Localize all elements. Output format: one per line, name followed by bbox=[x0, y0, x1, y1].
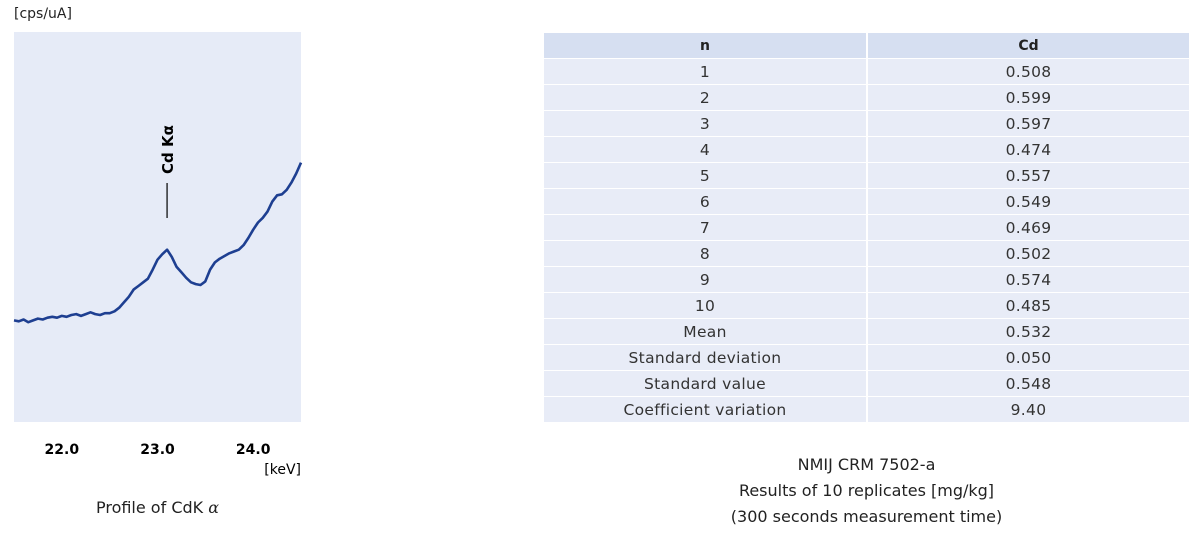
cd-value-cell: 0.532 bbox=[867, 318, 1189, 345]
profile-caption-alpha: α bbox=[208, 498, 220, 517]
x-tick-label: 24.0 bbox=[236, 442, 271, 458]
row-label-cell: Standard value bbox=[544, 370, 868, 397]
row-label-cell: 10 bbox=[544, 292, 868, 319]
cd-value-cell: 0.469 bbox=[867, 214, 1189, 241]
cd-value-cell: 0.502 bbox=[867, 240, 1189, 267]
cd-value-cell: 0.557 bbox=[867, 162, 1189, 189]
row-label-cell: 4 bbox=[544, 136, 868, 163]
caption-results: Results of 10 replicates [mg/kg] bbox=[738, 481, 995, 500]
table-row: 10 0.485 bbox=[544, 292, 1189, 319]
table-row: 4 0.474 bbox=[544, 136, 1189, 163]
row-label-cell: Mean bbox=[544, 318, 868, 345]
row-label-cell: 1 bbox=[544, 58, 868, 85]
table-row: 8 0.502 bbox=[544, 240, 1189, 267]
x-tick-label: 23.0 bbox=[140, 442, 175, 458]
header-cd: Cd bbox=[867, 33, 1189, 59]
row-label-cell: Coefficient variation bbox=[544, 396, 868, 423]
table-row: Coefficient variation 9.40 bbox=[544, 396, 1189, 423]
cd-value-cell: 0.050 bbox=[867, 344, 1189, 371]
row-label-cell: 7 bbox=[544, 214, 868, 241]
header-n: n bbox=[544, 33, 868, 59]
table-body: 1 0.508 2 0.599 3 0.597 4 0.474 5 0.557 6 0.549 7 0.4… bbox=[544, 58, 1189, 423]
cd-value-cell: 0.474 bbox=[867, 136, 1189, 163]
table-row: Standard value 0.548 bbox=[544, 370, 1189, 397]
cd-value-cell: 0.485 bbox=[867, 292, 1189, 319]
table-row: 2 0.599 bbox=[544, 84, 1189, 111]
cd-value-cell: 0.548 bbox=[867, 370, 1189, 397]
cd-value-cell: 0.508 bbox=[867, 58, 1189, 85]
table-row: 1 0.508 bbox=[544, 58, 1189, 85]
x-tick-label: 22.0 bbox=[45, 442, 80, 458]
row-label-cell: 3 bbox=[544, 110, 868, 137]
table-row: 3 0.597 bbox=[544, 110, 1189, 137]
peak-label: Cd Kα bbox=[159, 125, 177, 174]
spectrum-chart: Cd Kα 22.0 23.0 24.0 [keV] bbox=[13, 32, 303, 478]
table-header-row: n Cd bbox=[544, 33, 1189, 59]
row-label-cell: Standard deviation bbox=[544, 344, 868, 371]
cd-value-cell: 0.599 bbox=[867, 84, 1189, 111]
x-axis-unit-label: [keV] bbox=[264, 462, 301, 478]
cd-value-cell: 0.597 bbox=[867, 110, 1189, 137]
cd-value-cell: 0.549 bbox=[867, 188, 1189, 215]
table-row: 5 0.557 bbox=[544, 162, 1189, 189]
cd-value-cell: 0.574 bbox=[867, 266, 1189, 293]
table-caption: NMIJ CRM 7502-a Results of 10 replicates… bbox=[544, 452, 1189, 530]
table-row: Mean 0.532 bbox=[544, 318, 1189, 345]
row-label-cell: 5 bbox=[544, 162, 868, 189]
table-row: Standard deviation 0.050 bbox=[544, 344, 1189, 371]
spectrum-line bbox=[13, 162, 303, 324]
results-table: n Cd 1 0.508 2 0.599 3 0.597 4 0.474 5 0.557 6 0.54… bbox=[544, 33, 1189, 423]
table-row: 7 0.469 bbox=[544, 214, 1189, 241]
y-axis-label: [cps/uA] bbox=[14, 6, 72, 22]
profile-caption: Profile of CdK α bbox=[14, 498, 301, 517]
row-label-cell: 6 bbox=[544, 188, 868, 215]
table-row: 9 0.574 bbox=[544, 266, 1189, 293]
profile-caption-text: Profile of CdK bbox=[95, 498, 209, 517]
row-label-cell: 2 bbox=[544, 84, 868, 111]
row-label-cell: 9 bbox=[544, 266, 868, 293]
caption-reference: NMIJ CRM 7502-a bbox=[797, 455, 936, 474]
caption-measurement-time: (300 seconds measurement time) bbox=[730, 507, 1003, 526]
row-label-cell: 8 bbox=[544, 240, 868, 267]
cd-value-cell: 9.40 bbox=[867, 396, 1189, 423]
table-row: 6 0.549 bbox=[544, 188, 1189, 215]
plot-area bbox=[14, 32, 301, 422]
